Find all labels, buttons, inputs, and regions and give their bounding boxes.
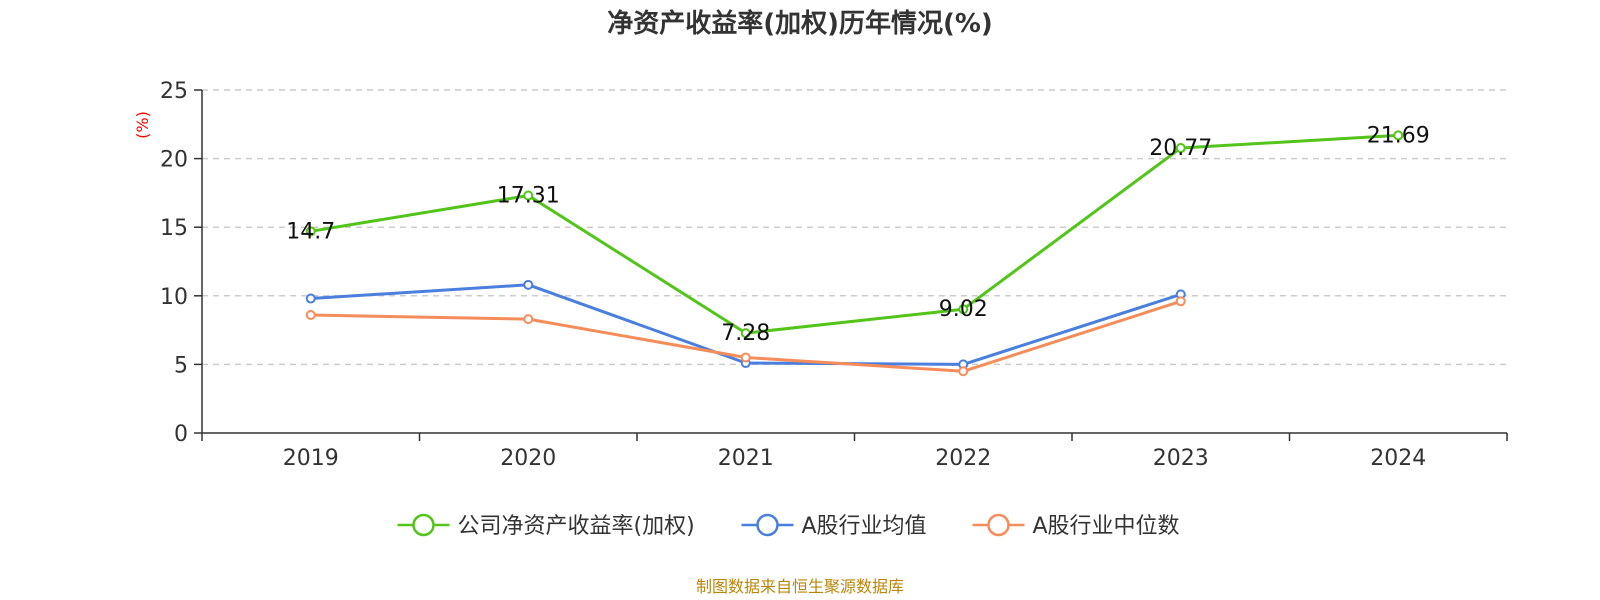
data-label: 9.02 [939, 297, 988, 322]
legend-label: 公司净资产收益率(加权) [458, 514, 695, 539]
x-tick-label: 2024 [1370, 446, 1426, 471]
legend-marker [987, 513, 1010, 537]
data-point[interactable] [1175, 296, 1186, 307]
x-tick-label: 2021 [718, 446, 774, 471]
series-line-0 [310, 133, 1399, 335]
y-tick-label: 15 [160, 216, 188, 241]
data-label: 21.69 [1367, 123, 1430, 148]
legend-item-1[interactable]: A股行业均值 [741, 513, 927, 539]
grid-lines [202, 89, 1507, 366]
data-label: 20.77 [1149, 136, 1212, 161]
legend-item-2[interactable]: A股行业中位数 [972, 513, 1180, 539]
y-tick-label: 5 [174, 353, 188, 378]
x-tick-label: 2020 [500, 446, 556, 471]
y-tick-label: 0 [174, 422, 188, 447]
data-point[interactable] [305, 226, 316, 237]
legend-label: A股行业中位数 [1033, 514, 1180, 539]
series-group [305, 130, 1404, 377]
x-tick-label: 2022 [935, 446, 991, 471]
legend-marker [756, 513, 779, 537]
data-label: 14.7 [286, 219, 335, 244]
source-note: 制图数据来自恒生聚源数据库 [696, 577, 904, 596]
data-point[interactable] [958, 304, 969, 315]
data-point[interactable] [1393, 130, 1404, 141]
data-point[interactable] [1175, 143, 1186, 154]
data-point[interactable] [958, 366, 969, 377]
axes: 0 5 10 15 20 25 2019 2020 2021 2022 2023 2024 [160, 79, 1508, 471]
data-point[interactable] [523, 190, 534, 201]
data-label: 7.28 [721, 321, 770, 346]
y-tick-label: 20 [160, 148, 188, 173]
legend-marker [412, 513, 435, 537]
data-labels: 14.7 17.31 7.28 9.02 20.77 21.69 [286, 123, 1429, 346]
y-axis-label: (%) [133, 111, 152, 139]
y-tick-label: 10 [160, 285, 188, 310]
data-point[interactable] [305, 310, 316, 321]
legend-label: A股行业均值 [802, 514, 927, 539]
data-point[interactable] [523, 279, 534, 290]
x-tick-label: 2019 [283, 446, 339, 471]
x-tick-label: 2023 [1153, 446, 1209, 471]
data-point[interactable] [305, 293, 316, 304]
legend-item-0[interactable]: 公司净资产收益率(加权) [397, 513, 695, 539]
data-label: 17.31 [497, 184, 560, 209]
data-point[interactable] [740, 352, 751, 363]
chart-title: 净资产收益率(加权)历年情况(%) [607, 8, 993, 39]
y-tick-label: 25 [160, 79, 188, 104]
legend: 公司净资产收益率(加权) A股行业均值 A股行业中位数 [397, 513, 1180, 539]
data-point[interactable] [740, 328, 751, 339]
data-point[interactable] [523, 314, 534, 325]
